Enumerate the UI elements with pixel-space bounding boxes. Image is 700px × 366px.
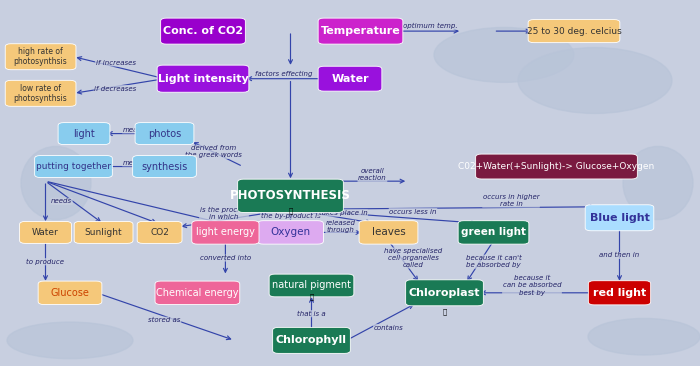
Text: Water: Water <box>331 74 369 84</box>
Text: occurs less in: occurs less in <box>389 209 437 214</box>
Text: factors effecting: factors effecting <box>255 71 312 77</box>
Text: Chlorophyll: Chlorophyll <box>276 335 347 346</box>
Text: means: means <box>122 127 146 133</box>
FancyBboxPatch shape <box>192 221 259 244</box>
Text: and then in: and then in <box>599 253 640 258</box>
Text: light: light <box>73 128 95 139</box>
Text: if increases: if increases <box>95 60 136 66</box>
Text: Conc. of CO2: Conc. of CO2 <box>163 26 243 36</box>
FancyBboxPatch shape <box>318 18 403 44</box>
FancyBboxPatch shape <box>476 154 638 179</box>
Text: synthesis: synthesis <box>141 161 188 172</box>
Text: low rate of
photosynthsis: low rate of photosynthsis <box>14 83 67 103</box>
FancyBboxPatch shape <box>318 66 382 91</box>
Ellipse shape <box>434 27 574 82</box>
FancyBboxPatch shape <box>588 281 651 305</box>
FancyBboxPatch shape <box>34 156 112 178</box>
Text: Oxygen: Oxygen <box>270 227 311 238</box>
Text: high rate of
photosynthsis: high rate of photosynthsis <box>14 47 67 67</box>
Text: if decreases: if decreases <box>94 86 136 92</box>
Text: 🖼: 🖼 <box>288 207 293 214</box>
FancyBboxPatch shape <box>6 80 76 106</box>
FancyBboxPatch shape <box>237 179 343 212</box>
FancyBboxPatch shape <box>160 18 245 44</box>
Text: CO2: CO2 <box>150 228 169 237</box>
Text: that receives: that receives <box>288 282 335 288</box>
FancyBboxPatch shape <box>359 221 418 244</box>
Ellipse shape <box>518 48 672 113</box>
FancyBboxPatch shape <box>270 274 354 297</box>
FancyBboxPatch shape <box>258 221 323 244</box>
Text: Temperature: Temperature <box>321 26 400 36</box>
FancyBboxPatch shape <box>528 19 620 42</box>
Text: 🖼: 🖼 <box>442 309 447 315</box>
Text: means: means <box>122 160 146 166</box>
Text: takes place in: takes place in <box>318 210 368 216</box>
Ellipse shape <box>623 146 693 220</box>
Text: to produce: to produce <box>27 259 64 265</box>
Text: light energy: light energy <box>196 227 255 238</box>
FancyBboxPatch shape <box>406 280 483 306</box>
FancyBboxPatch shape <box>6 44 76 70</box>
FancyBboxPatch shape <box>74 221 133 243</box>
FancyBboxPatch shape <box>58 123 110 145</box>
FancyBboxPatch shape <box>132 156 196 178</box>
Text: optimum temp.: optimum temp. <box>403 23 458 29</box>
Ellipse shape <box>7 322 133 359</box>
Text: photos: photos <box>148 128 181 139</box>
FancyBboxPatch shape <box>155 281 239 305</box>
FancyBboxPatch shape <box>157 65 249 92</box>
Text: if increases: if increases <box>200 23 241 29</box>
Text: needs: needs <box>51 198 72 204</box>
Text: converted into: converted into <box>199 255 251 261</box>
Text: Sunlight: Sunlight <box>85 228 122 237</box>
Text: the by-product is: the by-product is <box>260 213 321 219</box>
Text: red light: red light <box>593 288 646 298</box>
Text: is the process
in which: is the process in which <box>199 206 248 220</box>
Text: released
through: released through <box>326 220 356 234</box>
Text: because it can't
be absorbed by: because it can't be absorbed by <box>466 255 522 268</box>
Text: PHOTOSYNTHESIS: PHOTOSYNTHESIS <box>230 189 351 202</box>
Text: occurs in higher
rate in: occurs in higher rate in <box>483 194 539 207</box>
Text: Light intensity: Light intensity <box>158 74 248 84</box>
Text: Chemical energy: Chemical energy <box>156 288 239 298</box>
Text: derived from
the greek words: derived from the greek words <box>185 145 242 158</box>
Ellipse shape <box>21 146 91 220</box>
Text: Water: Water <box>32 228 59 237</box>
Text: overall
reaction: overall reaction <box>358 168 387 182</box>
Text: C02+Water(+Sunlight)-> Glucose+Oxygen: C02+Water(+Sunlight)-> Glucose+Oxygen <box>458 162 654 171</box>
Text: Chloroplast: Chloroplast <box>409 288 480 298</box>
Text: contains: contains <box>374 325 403 330</box>
FancyBboxPatch shape <box>137 221 182 243</box>
Text: Glucose: Glucose <box>50 288 90 298</box>
Text: natural pigment: natural pigment <box>272 280 351 291</box>
Text: leaves: leaves <box>372 227 405 238</box>
FancyBboxPatch shape <box>273 328 351 354</box>
FancyBboxPatch shape <box>458 221 528 244</box>
Text: that is a: that is a <box>298 311 326 317</box>
FancyBboxPatch shape <box>38 281 102 305</box>
FancyBboxPatch shape <box>135 123 194 145</box>
Text: stored as: stored as <box>148 317 181 323</box>
Text: Blue light: Blue light <box>589 213 650 223</box>
Text: 25 to 30 deg. celcius: 25 to 30 deg. celcius <box>526 27 622 36</box>
Text: because it
can be absorbed
best by: because it can be absorbed best by <box>503 275 561 296</box>
Text: have specialised
cell organelles
called: have specialised cell organelles called <box>384 248 442 268</box>
Text: 🖼: 🖼 <box>309 294 314 300</box>
Ellipse shape <box>588 318 700 355</box>
FancyBboxPatch shape <box>20 221 71 243</box>
Text: green light: green light <box>461 227 526 238</box>
Text: putting together: putting together <box>36 162 111 171</box>
FancyBboxPatch shape <box>585 205 654 231</box>
